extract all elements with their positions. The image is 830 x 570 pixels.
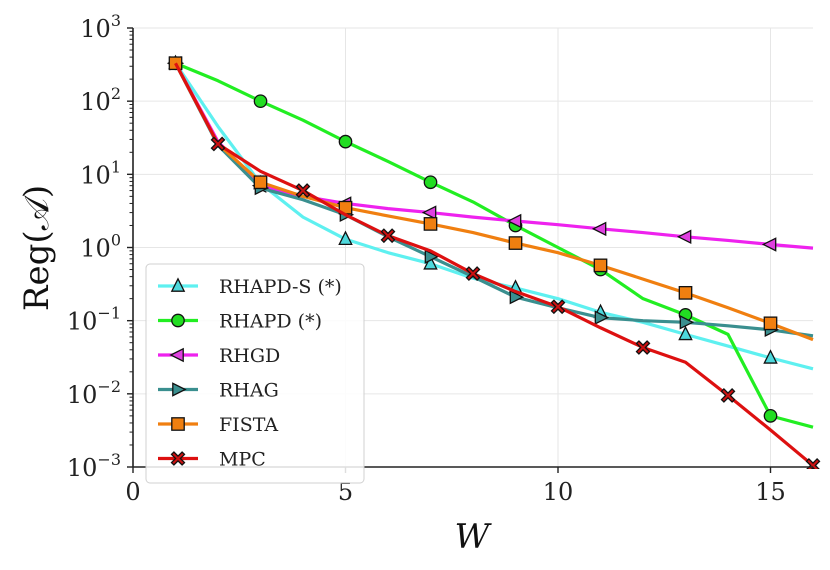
data-point (380, 228, 396, 244)
legend-label: RHGD (219, 345, 280, 367)
data-point (805, 458, 821, 469)
y-tick-label: 10−3 (67, 450, 121, 482)
data-point (761, 237, 777, 252)
legend-entry: RHAPD-S (*) (158, 276, 342, 298)
legend-entry: MPC (158, 449, 266, 471)
data-point (676, 229, 692, 245)
series-fista (168, 56, 814, 342)
data-point (421, 205, 437, 220)
series-mpc (174, 62, 821, 469)
y-tick-label: 10−1 (67, 304, 121, 336)
data-point (465, 266, 481, 282)
data-point (763, 316, 778, 331)
data-point (253, 175, 268, 190)
data-point (168, 56, 183, 71)
data-point (338, 230, 353, 246)
legend-entry: RHAPD (*) (158, 311, 322, 333)
legend-swatch-marker (170, 451, 186, 466)
data-point (295, 183, 311, 198)
legend-entry: RHGD (158, 345, 280, 367)
x-axis-label: W (455, 517, 493, 557)
data-point (679, 315, 695, 330)
legend-entry: FISTA (158, 414, 278, 436)
data-point (678, 285, 693, 300)
legend-label: RHAG (219, 380, 279, 402)
series-line (174, 62, 814, 338)
legend-swatch-marker (170, 277, 186, 292)
legend-entry: RHAG (158, 380, 279, 402)
x-tick-label: 10 (543, 478, 574, 506)
legend-swatch-marker (171, 313, 185, 328)
x-tick-label: 0 (125, 478, 140, 506)
y-tick-label: 103 (80, 11, 121, 43)
series-line (174, 62, 814, 342)
data-point (424, 249, 440, 264)
data-point (253, 94, 268, 109)
data-point (508, 236, 523, 250)
y-tick-label: 100 (80, 231, 121, 263)
legend: RHAPD-S (*) RHAPD (*) RHGD RHAG FISTA MPC (145, 263, 365, 484)
y-tick-label: 101 (80, 157, 121, 189)
data-point (593, 258, 608, 273)
ticks: 0 5 10 15 103 102 101 100 10−1 10−2 10−3 (67, 11, 786, 506)
legend-label: RHAPD-S (*) (219, 276, 342, 298)
data-point (210, 136, 226, 152)
data-point (506, 213, 522, 229)
data-point (591, 221, 607, 237)
data-point (763, 409, 778, 423)
data-point (509, 289, 525, 305)
legend-box (145, 263, 365, 484)
x-tick-label: 15 (755, 478, 786, 506)
y-tick-label: 10−2 (67, 377, 121, 409)
series-line (174, 62, 814, 250)
x-tick-label: 5 (338, 478, 353, 506)
data-point (594, 310, 610, 325)
data-point (763, 349, 778, 364)
y-tick-label: 102 (80, 84, 121, 116)
legend-swatch-marker (172, 382, 187, 397)
series-layer (166, 54, 821, 469)
y-axis-label: Reg(𝒜) (17, 185, 57, 311)
legend-label: RHAPD (*) (219, 311, 322, 333)
legend-label: MPC (219, 449, 266, 471)
series-rhgd (166, 55, 814, 252)
data-point (423, 255, 438, 270)
data-point (423, 217, 438, 231)
legend-swatch-marker (169, 347, 184, 363)
legend-label: FISTA (219, 414, 278, 436)
series-line (174, 62, 815, 467)
data-point (550, 299, 566, 315)
data-point (338, 134, 353, 149)
data-point (678, 325, 693, 341)
data-point (720, 388, 736, 403)
data-point (423, 175, 438, 190)
legend-swatch-marker (171, 417, 185, 431)
data-point (635, 340, 651, 355)
